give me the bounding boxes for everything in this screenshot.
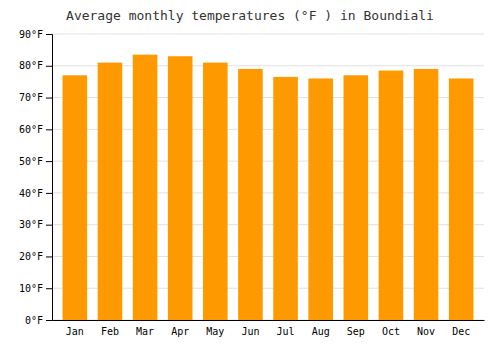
x-tick: Feb xyxy=(101,326,119,337)
y-tick: 0°F xyxy=(25,315,52,326)
y-tick-label: 30°F xyxy=(19,219,43,230)
y-tick-mark xyxy=(46,129,52,130)
x-tick: Sep xyxy=(347,326,365,337)
x-tick-label: Oct xyxy=(382,326,400,337)
bar xyxy=(203,63,228,320)
y-tick: 40°F xyxy=(19,188,52,199)
y-tick: 70°F xyxy=(19,92,52,103)
y-tick: 90°F xyxy=(19,29,52,40)
y-tick: 80°F xyxy=(19,60,52,71)
y-tick-mark xyxy=(46,193,52,194)
bar xyxy=(308,78,333,320)
y-tick-label: 50°F xyxy=(19,156,43,167)
y-tick-mark xyxy=(46,320,52,321)
y-tick-mark xyxy=(46,288,52,289)
y-tick-mark xyxy=(46,256,52,257)
bar xyxy=(63,75,88,320)
x-tick: Apr xyxy=(171,326,189,337)
y-tick-label: 70°F xyxy=(19,92,43,103)
title: Average monthly temperatures (°F ) in Bo… xyxy=(66,8,434,23)
x-tick-label: Jul xyxy=(277,326,295,337)
x-tick: Jul xyxy=(277,326,295,337)
y-tick: 50°F xyxy=(19,156,52,167)
x-tick-label: Nov xyxy=(417,326,435,337)
plot: 0°F 10°F 20°F 30°F 40°F 50°F 60°F 70°F 80°F 90°F J… xyxy=(19,29,485,337)
x-tick-label: Aug xyxy=(312,326,330,337)
x-tick-label: Dec xyxy=(452,326,470,337)
y-tick-label: 90°F xyxy=(19,29,43,40)
x-tick-label: Mar xyxy=(136,326,154,337)
y-tick-label: 20°F xyxy=(19,251,43,262)
y-tick-mark xyxy=(46,98,52,99)
x-axis: Jan Feb Mar Apr May Jun Jul Aug Sep Oct Nov Dec xyxy=(53,321,485,338)
x-tick: Oct xyxy=(382,326,400,337)
bar xyxy=(344,75,369,320)
x-tick: Jan xyxy=(66,326,84,337)
x-tick: Mar xyxy=(136,326,154,337)
x-tick: Nov xyxy=(417,326,435,337)
y-tick: 10°F xyxy=(19,283,52,294)
x-tick-label: Feb xyxy=(101,326,119,337)
x-tick-label: May xyxy=(206,326,224,337)
grid xyxy=(52,34,484,320)
x-tick: Aug xyxy=(312,326,330,337)
y-axis-line xyxy=(46,35,53,321)
y-tick-label: 0°F xyxy=(25,315,43,326)
bars xyxy=(63,55,474,320)
x-tick: May xyxy=(206,326,224,337)
y-tick: 60°F xyxy=(19,124,52,135)
x-axis-line xyxy=(53,320,485,321)
y-tick-label: 10°F xyxy=(19,283,43,294)
y-tick-mark xyxy=(46,66,52,67)
bar xyxy=(98,63,123,320)
bar xyxy=(379,71,404,320)
x-tick-label: Apr xyxy=(171,326,189,337)
chart: 0°F 10°F 20°F 30°F 40°F 50°F 60°F 70°F 80°F 90°F J… xyxy=(0,0,500,350)
y-tick: 20°F xyxy=(19,251,52,262)
y-tick-mark xyxy=(46,34,52,35)
y-tick-label: 80°F xyxy=(19,60,43,71)
x-tick-label: Jan xyxy=(66,326,84,337)
x-tick-label: Jun xyxy=(241,326,259,337)
bar xyxy=(168,56,193,320)
bar xyxy=(133,55,158,320)
y-tick-mark xyxy=(46,161,52,162)
grid-line xyxy=(52,34,484,35)
y-tick: 30°F xyxy=(19,219,52,230)
y-axis: 0°F 10°F 20°F 30°F 40°F 50°F 60°F 70°F 80°F 90°F xyxy=(19,29,53,326)
y-tick-label: 40°F xyxy=(19,188,43,199)
y-tick-mark xyxy=(46,225,52,226)
bar xyxy=(414,69,439,320)
bar xyxy=(273,77,298,320)
y-tick-label: 60°F xyxy=(19,124,43,135)
x-tick: Dec xyxy=(452,326,470,337)
x-tick-label: Sep xyxy=(347,326,365,337)
x-tick: Jun xyxy=(241,326,259,337)
bar xyxy=(449,78,474,320)
bar xyxy=(238,69,263,320)
